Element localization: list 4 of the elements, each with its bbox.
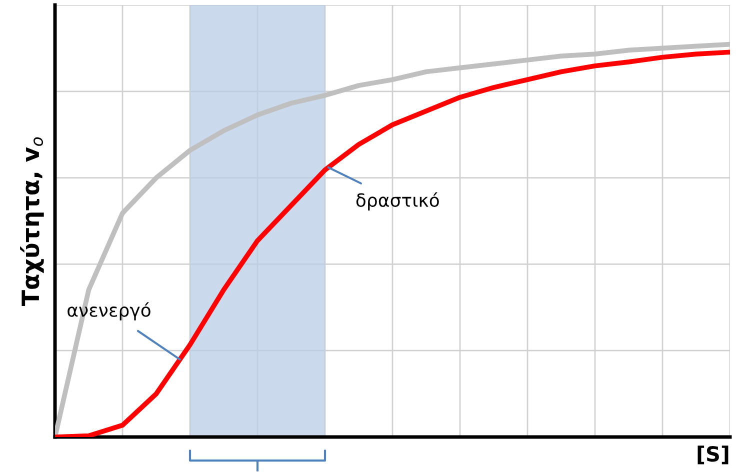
- x-axis-title: [S]: [698, 446, 728, 464]
- annotation: δραστικό: [356, 192, 439, 210]
- y-axis-title: Ταχύτητα, v$_{o}$: [20, 137, 44, 306]
- annotation: ανενεργό: [68, 302, 150, 320]
